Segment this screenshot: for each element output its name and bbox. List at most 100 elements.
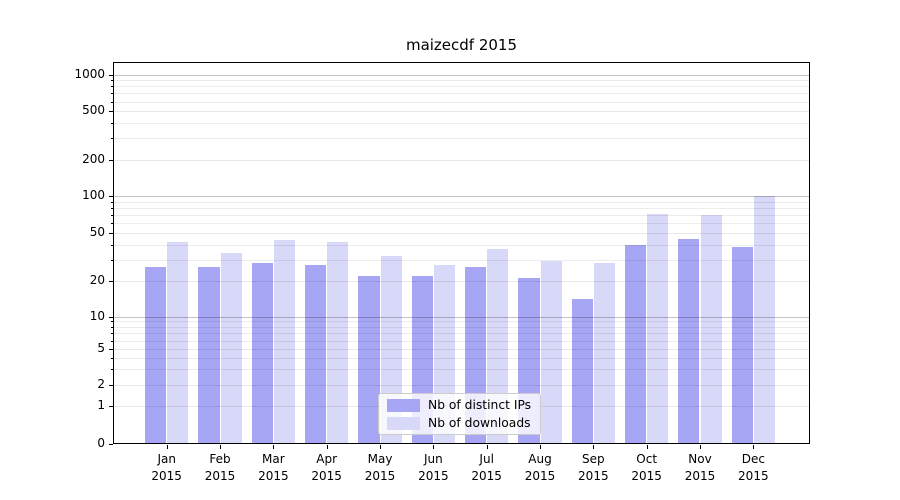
x-tick bbox=[593, 445, 595, 449]
gridline bbox=[114, 111, 810, 113]
legend: Nb of distinct IPs Nb of downloads bbox=[378, 393, 541, 435]
legend-item: Nb of downloads bbox=[387, 416, 532, 430]
gridline bbox=[114, 280, 810, 282]
bar-downloads-sep bbox=[593, 263, 616, 443]
x-tick-label: Jan 2015 bbox=[151, 452, 182, 483]
y-tick-label: 200 bbox=[82, 151, 105, 166]
bar-downloads-mar bbox=[273, 239, 296, 443]
bar-downloads-aug bbox=[540, 261, 562, 443]
bar-downloads-dec bbox=[753, 196, 776, 443]
x-tick-label: Nov 2015 bbox=[684, 452, 716, 483]
gridline bbox=[114, 101, 810, 103]
y-tick-minor bbox=[111, 259, 113, 261]
x-tick bbox=[380, 445, 382, 449]
y-tick bbox=[109, 159, 113, 161]
legend-label: Nb of downloads bbox=[428, 416, 531, 430]
bar-downloads-jan bbox=[167, 242, 189, 443]
x-tick-label: Oct 2015 bbox=[631, 452, 662, 483]
gridline bbox=[114, 201, 810, 203]
y-tick-minor bbox=[111, 138, 113, 140]
y-tick-label: 5 bbox=[97, 341, 105, 356]
y-tick-minor bbox=[111, 93, 113, 95]
y-tick-minor bbox=[111, 223, 113, 225]
gridline bbox=[114, 244, 810, 246]
y-tick-label: 2 bbox=[97, 377, 105, 391]
chart-title: maizecdf 2015 bbox=[405, 36, 518, 54]
y-tick-label: 10 bbox=[89, 308, 105, 323]
y-tick bbox=[109, 196, 113, 197]
y-tick-label: 1000 bbox=[74, 66, 105, 81]
bar-distinct-ips-may bbox=[358, 275, 380, 443]
x-tick bbox=[273, 445, 275, 449]
y-tick-minor bbox=[111, 340, 113, 342]
gridline bbox=[114, 357, 810, 359]
gridline bbox=[114, 123, 810, 125]
x-tick bbox=[166, 445, 168, 449]
gridline bbox=[114, 86, 810, 88]
gridline bbox=[114, 159, 810, 161]
y-tick bbox=[109, 349, 113, 351]
x-tick bbox=[700, 445, 701, 449]
legend-swatch-downloads bbox=[387, 416, 420, 430]
x-tick bbox=[220, 445, 222, 449]
y-tick bbox=[109, 233, 113, 235]
y-tick-minor bbox=[111, 86, 113, 88]
y-tick-minor bbox=[111, 208, 113, 209]
gridline bbox=[114, 333, 810, 335]
bar-downloads-apr bbox=[327, 242, 349, 443]
bar-downloads-oct bbox=[647, 213, 669, 443]
y-tick-minor bbox=[111, 357, 113, 359]
x-tick-label: Dec 2015 bbox=[738, 452, 769, 483]
y-tick-label: 0 bbox=[97, 436, 105, 450]
gridline bbox=[114, 233, 810, 235]
gridline bbox=[114, 369, 810, 371]
gridline bbox=[114, 321, 810, 323]
bar-distinct-ips-sep bbox=[571, 299, 593, 443]
y-tick-label: 20 bbox=[89, 272, 105, 287]
x-tick bbox=[753, 445, 755, 449]
y-tick bbox=[109, 444, 113, 445]
bar-distinct-ips-oct bbox=[624, 244, 647, 443]
y-tick-label: 1 bbox=[97, 398, 105, 412]
gridline bbox=[114, 259, 810, 261]
gridline bbox=[114, 208, 810, 209]
x-tick-label: Jul 2015 bbox=[471, 452, 502, 483]
gridline bbox=[114, 223, 810, 225]
x-tick bbox=[540, 445, 541, 449]
bar-distinct-ips-dec bbox=[731, 247, 753, 443]
gridline bbox=[114, 80, 810, 82]
y-tick-minor bbox=[111, 215, 113, 217]
y-tick bbox=[109, 74, 113, 76]
y-tick-minor bbox=[111, 101, 113, 103]
gridline-major bbox=[114, 196, 810, 197]
y-tick bbox=[109, 385, 113, 386]
x-tick-label: Mar 2015 bbox=[258, 452, 289, 483]
gridline-major bbox=[114, 74, 810, 76]
y-tick-label: 500 bbox=[82, 103, 105, 118]
x-tick-label: Apr 2015 bbox=[311, 452, 342, 483]
gridline bbox=[114, 385, 810, 386]
x-tick bbox=[486, 445, 488, 449]
gridline bbox=[114, 215, 810, 217]
y-tick bbox=[109, 316, 113, 318]
legend-swatch-distinct-ips bbox=[387, 398, 420, 412]
y-tick-minor bbox=[111, 321, 113, 323]
y-tick-minor bbox=[111, 123, 113, 125]
x-tick-label: Feb 2015 bbox=[204, 452, 236, 483]
x-tick bbox=[646, 445, 648, 449]
y-tick-minor bbox=[111, 244, 113, 246]
x-tick-label: May 2015 bbox=[364, 452, 396, 483]
gridline bbox=[114, 327, 810, 329]
y-tick-minor bbox=[111, 327, 113, 329]
bar-distinct-ips-feb bbox=[198, 267, 220, 443]
x-tick bbox=[433, 445, 435, 449]
y-tick-minor bbox=[111, 201, 113, 203]
y-tick-label: 50 bbox=[89, 225, 105, 240]
gridline bbox=[114, 93, 810, 95]
bar-distinct-ips-apr bbox=[304, 265, 327, 443]
bar-distinct-ips-mar bbox=[251, 263, 273, 443]
gridline bbox=[114, 138, 810, 140]
x-tick bbox=[326, 445, 328, 449]
y-tick bbox=[109, 280, 113, 282]
